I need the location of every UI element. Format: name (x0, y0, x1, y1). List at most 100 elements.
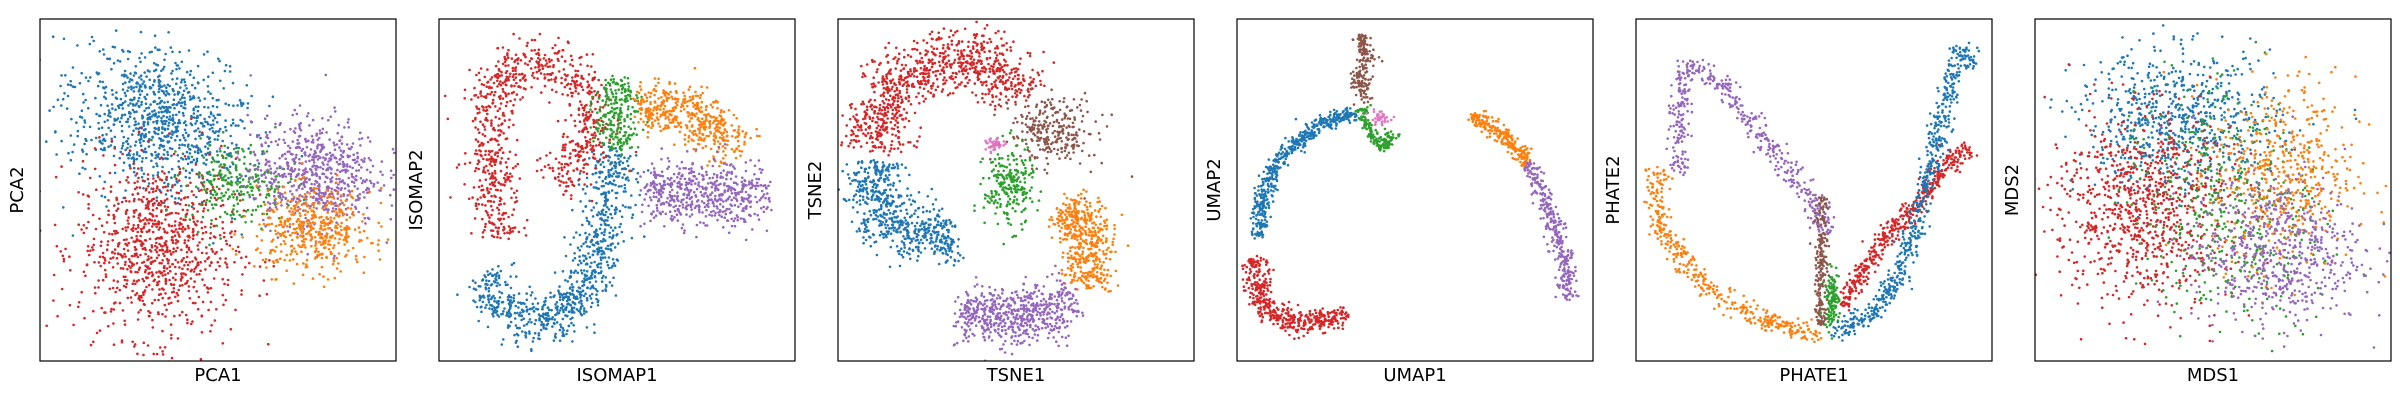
data-point (201, 122, 204, 125)
data-point (594, 287, 597, 291)
data-point (136, 363, 139, 366)
data-point (126, 49, 130, 53)
data-point (130, 236, 133, 240)
data-point (520, 308, 524, 312)
data-point (122, 141, 125, 145)
data-point (338, 237, 341, 241)
data-point (223, 231, 226, 235)
data-point (180, 258, 184, 262)
data-point (155, 196, 159, 199)
data-point (121, 309, 125, 312)
data-point (151, 273, 155, 277)
data-point (195, 172, 198, 176)
data-point (514, 153, 517, 157)
data-point (561, 317, 565, 321)
data-point (604, 247, 608, 250)
data-point (181, 93, 185, 97)
data-point (116, 252, 120, 255)
data-point (372, 185, 375, 188)
data-point (296, 205, 300, 209)
data-point (98, 175, 102, 178)
data-point (596, 252, 599, 256)
data-point (243, 127, 246, 130)
data-point (595, 241, 598, 245)
data-point (557, 70, 561, 73)
data-point (112, 343, 116, 347)
data-point (310, 244, 313, 248)
data-point (266, 189, 270, 193)
data-point (124, 148, 127, 152)
data-point (153, 100, 156, 103)
data-point (509, 227, 512, 230)
data-point (201, 215, 205, 219)
data-point (212, 188, 216, 192)
data-point (553, 176, 557, 180)
data-point (332, 246, 335, 250)
data-point (171, 276, 175, 280)
data-point (86, 245, 90, 248)
data-point (312, 158, 315, 162)
data-point (289, 127, 292, 131)
data-point (301, 273, 305, 277)
data-point (226, 181, 230, 184)
data-point (376, 181, 380, 184)
data-point (478, 78, 481, 82)
data-point (345, 218, 348, 222)
data-point (112, 279, 116, 282)
data-point (479, 92, 482, 95)
data-point (607, 224, 610, 227)
data-point (213, 252, 217, 255)
data-point (590, 209, 593, 212)
data-point (572, 236, 576, 239)
data-point (190, 250, 193, 254)
data-point (301, 161, 304, 165)
data-point (197, 295, 201, 299)
data-point (597, 262, 601, 266)
data-point (550, 59, 553, 62)
data-point (560, 76, 563, 80)
data-point (571, 285, 575, 289)
data-point (301, 187, 304, 191)
data-point (475, 305, 479, 309)
data-point (170, 154, 173, 158)
data-point (485, 279, 488, 282)
data-point (314, 168, 318, 172)
data-point (163, 199, 167, 202)
data-point (219, 149, 222, 153)
data-point (494, 172, 497, 175)
data-point (624, 190, 627, 193)
data-point (133, 71, 137, 74)
data-point (490, 213, 493, 217)
data-point (145, 218, 149, 222)
data-point (51, 35, 55, 38)
data-point (142, 279, 146, 283)
data-point (167, 124, 170, 127)
data-point (192, 193, 195, 197)
data-point (610, 189, 614, 192)
data-point (578, 177, 581, 181)
data-point (146, 123, 150, 126)
data-point (222, 235, 226, 239)
data-point (600, 145, 603, 148)
data-point (289, 152, 293, 156)
data-point (508, 75, 511, 78)
data-point (285, 253, 289, 257)
data-point (604, 181, 608, 185)
data-point (490, 234, 494, 237)
data-point (83, 316, 86, 320)
data-point (61, 254, 65, 258)
data-point (321, 228, 325, 232)
data-point (586, 245, 589, 248)
data-point (170, 136, 173, 139)
data-point (480, 184, 484, 188)
data-point (191, 227, 195, 231)
data-point (512, 123, 515, 127)
data-point (103, 120, 107, 124)
data-point (530, 38, 534, 42)
data-point (85, 263, 89, 267)
data-point (339, 194, 343, 197)
data-point (259, 251, 262, 255)
data-point (159, 80, 162, 83)
data-point (610, 236, 614, 240)
data-point (235, 146, 238, 149)
